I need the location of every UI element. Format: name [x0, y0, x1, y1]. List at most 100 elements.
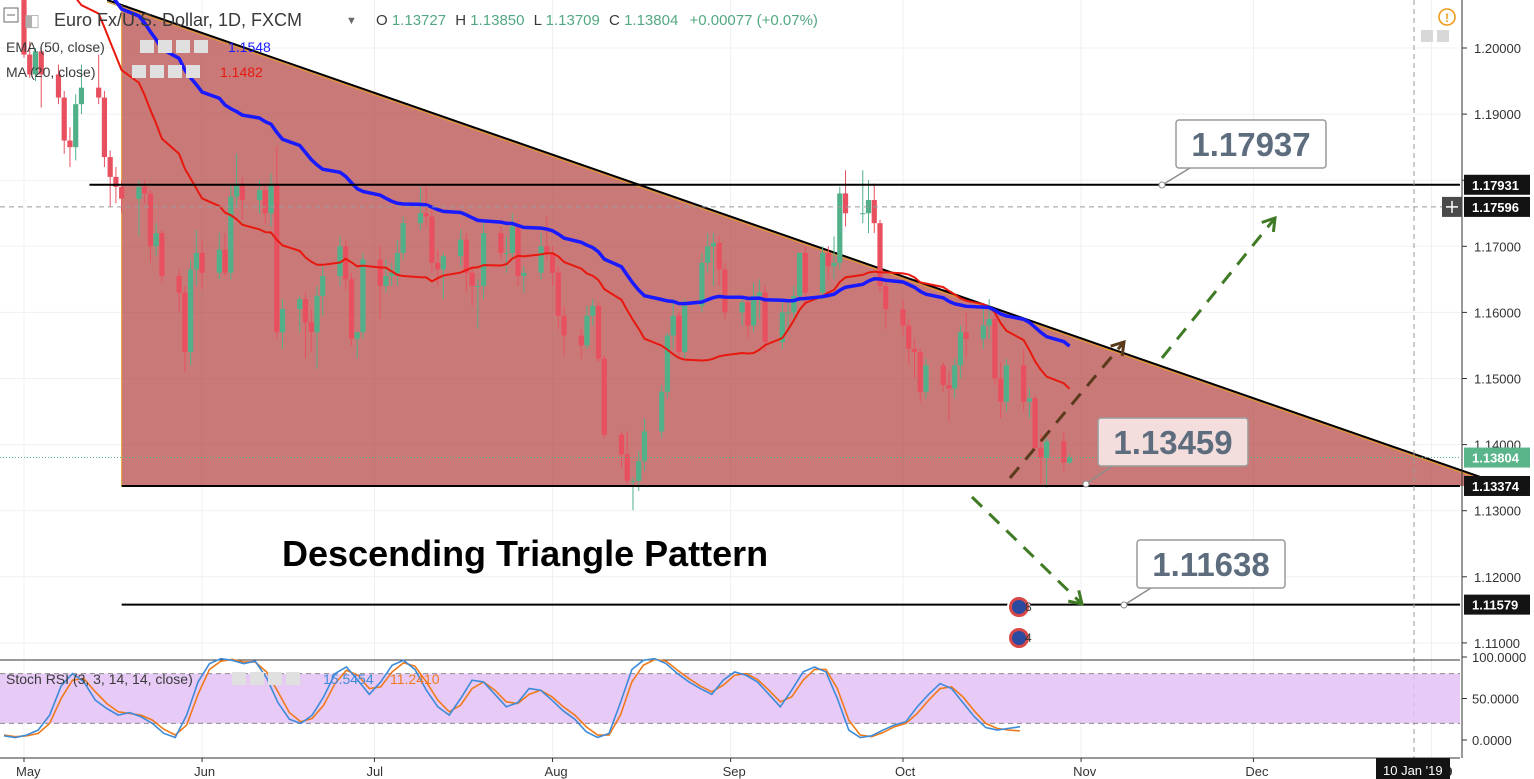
- candle-body[interactable]: [980, 325, 987, 339]
- candle[interactable]: [417, 186, 424, 230]
- candle[interactable]: [308, 309, 314, 353]
- candle[interactable]: [1066, 454, 1073, 464]
- candle-body[interactable]: [1061, 441, 1067, 463]
- candle-body[interactable]: [963, 332, 969, 339]
- candle[interactable]: [957, 325, 964, 379]
- candle[interactable]: [785, 302, 791, 333]
- candle[interactable]: [871, 183, 877, 234]
- callout-mid-box[interactable]: [1097, 417, 1249, 467]
- candle[interactable]: [159, 229, 165, 283]
- candle-body[interactable]: [682, 305, 688, 353]
- candle-body[interactable]: [475, 285, 481, 287]
- candle[interactable]: [55, 64, 62, 105]
- candle-body[interactable]: [952, 365, 958, 389]
- stoch-setting-icon[interactable]: [250, 672, 264, 685]
- candle[interactable]: [153, 223, 159, 257]
- candle-body[interactable]: [779, 312, 785, 343]
- stoch-label[interactable]: Stoch RSI (3, 3, 14, 14, close): [6, 671, 193, 687]
- price-badge[interactable]: 1.11579: [1464, 594, 1530, 615]
- stoch-setting-icon[interactable]: [232, 672, 246, 685]
- candle[interactable]: [710, 233, 716, 286]
- candle-body[interactable]: [860, 213, 866, 215]
- candle[interactable]: [998, 361, 1004, 419]
- candle-body[interactable]: [147, 193, 153, 247]
- candle[interactable]: [389, 262, 395, 286]
- candle-body[interactable]: [337, 246, 343, 277]
- ema-settings-icons[interactable]: [140, 40, 208, 53]
- candle-body[interactable]: [659, 391, 665, 432]
- candle[interactable]: [78, 64, 85, 115]
- candle-body[interactable]: [320, 276, 326, 296]
- candle-body[interactable]: [986, 319, 992, 326]
- candle-body[interactable]: [423, 213, 429, 217]
- candle-body[interactable]: [590, 305, 596, 316]
- candle-body[interactable]: [268, 183, 274, 214]
- candle[interactable]: [1026, 388, 1032, 419]
- candle[interactable]: [509, 213, 515, 260]
- candle-body[interactable]: [96, 87, 102, 98]
- candle[interactable]: [348, 272, 355, 346]
- candle-body[interactable]: [113, 176, 119, 187]
- candle[interactable]: [676, 312, 682, 359]
- candle-body[interactable]: [641, 431, 648, 462]
- candle-body[interactable]: [957, 332, 964, 366]
- candle-body[interactable]: [998, 378, 1004, 402]
- candle-body[interactable]: [228, 196, 234, 273]
- candle[interactable]: [590, 299, 596, 326]
- candle-body[interactable]: [302, 299, 309, 323]
- candle[interactable]: [147, 190, 153, 263]
- candle[interactable]: [670, 299, 676, 349]
- candle[interactable]: [32, 48, 39, 82]
- candle-body[interactable]: [503, 252, 510, 254]
- candle[interactable]: [262, 183, 268, 224]
- candle[interactable]: [682, 299, 688, 359]
- candle-body[interactable]: [842, 193, 849, 214]
- candle-body[interactable]: [716, 242, 722, 270]
- candle[interactable]: [911, 338, 918, 379]
- ma-label[interactable]: MA (20, close): [6, 64, 95, 80]
- candle-body[interactable]: [745, 302, 751, 326]
- candle-body[interactable]: [1038, 447, 1044, 458]
- candle[interactable]: [664, 332, 671, 399]
- callout-lower-box[interactable]: [1136, 539, 1286, 589]
- candle-body[interactable]: [917, 352, 923, 392]
- candle[interactable]: [618, 431, 625, 468]
- candle[interactable]: [354, 332, 360, 359]
- candle-body[interactable]: [222, 249, 228, 273]
- candle[interactable]: [595, 302, 602, 362]
- candle-body[interactable]: [32, 51, 39, 75]
- candle[interactable]: [435, 249, 441, 286]
- stoch-rsi-pane[interactable]: Stoch RSI (3, 3, 14, 14, close) 15.5454 11…: [0, 650, 1526, 748]
- candle[interactable]: [216, 233, 222, 280]
- candle-body[interactable]: [630, 480, 636, 482]
- candle-body[interactable]: [216, 249, 222, 273]
- crosshair-date-badge[interactable]: 10 Jan '19: [1376, 758, 1450, 779]
- candle[interactable]: [578, 328, 584, 359]
- candle-body[interactable]: [900, 309, 906, 326]
- candle-body[interactable]: [601, 358, 607, 435]
- price-axis[interactable]: 1.200001.190001.180001.170001.160001.150…: [1442, 0, 1530, 758]
- candle[interactable]: [498, 226, 504, 260]
- candle[interactable]: [400, 216, 406, 260]
- ma-settings-icons[interactable]: [132, 65, 200, 78]
- candle-body[interactable]: [314, 295, 320, 333]
- candle[interactable]: [779, 299, 785, 349]
- candle[interactable]: [521, 266, 527, 293]
- alert-icon[interactable]: !: [1438, 8, 1456, 26]
- symbol-title[interactable]: Euro Fx/U.S. Dollar, 1D, FXCM: [54, 10, 302, 30]
- candle[interactable]: [860, 170, 866, 224]
- candle[interactable]: [825, 246, 831, 280]
- candle-body[interactable]: [1032, 398, 1038, 448]
- candle[interactable]: [360, 252, 366, 339]
- candle[interactable]: [659, 385, 665, 438]
- candle-body[interactable]: [538, 246, 544, 273]
- candle-body[interactable]: [871, 200, 877, 224]
- candle-body[interactable]: [233, 183, 240, 197]
- candle-body[interactable]: [515, 226, 521, 277]
- candle-body[interactable]: [182, 292, 188, 353]
- candle-body[interactable]: [176, 276, 182, 293]
- candle-body[interactable]: [561, 315, 567, 336]
- candle[interactable]: [630, 477, 636, 511]
- candle-body[interactable]: [595, 305, 602, 359]
- candle[interactable]: [923, 358, 929, 399]
